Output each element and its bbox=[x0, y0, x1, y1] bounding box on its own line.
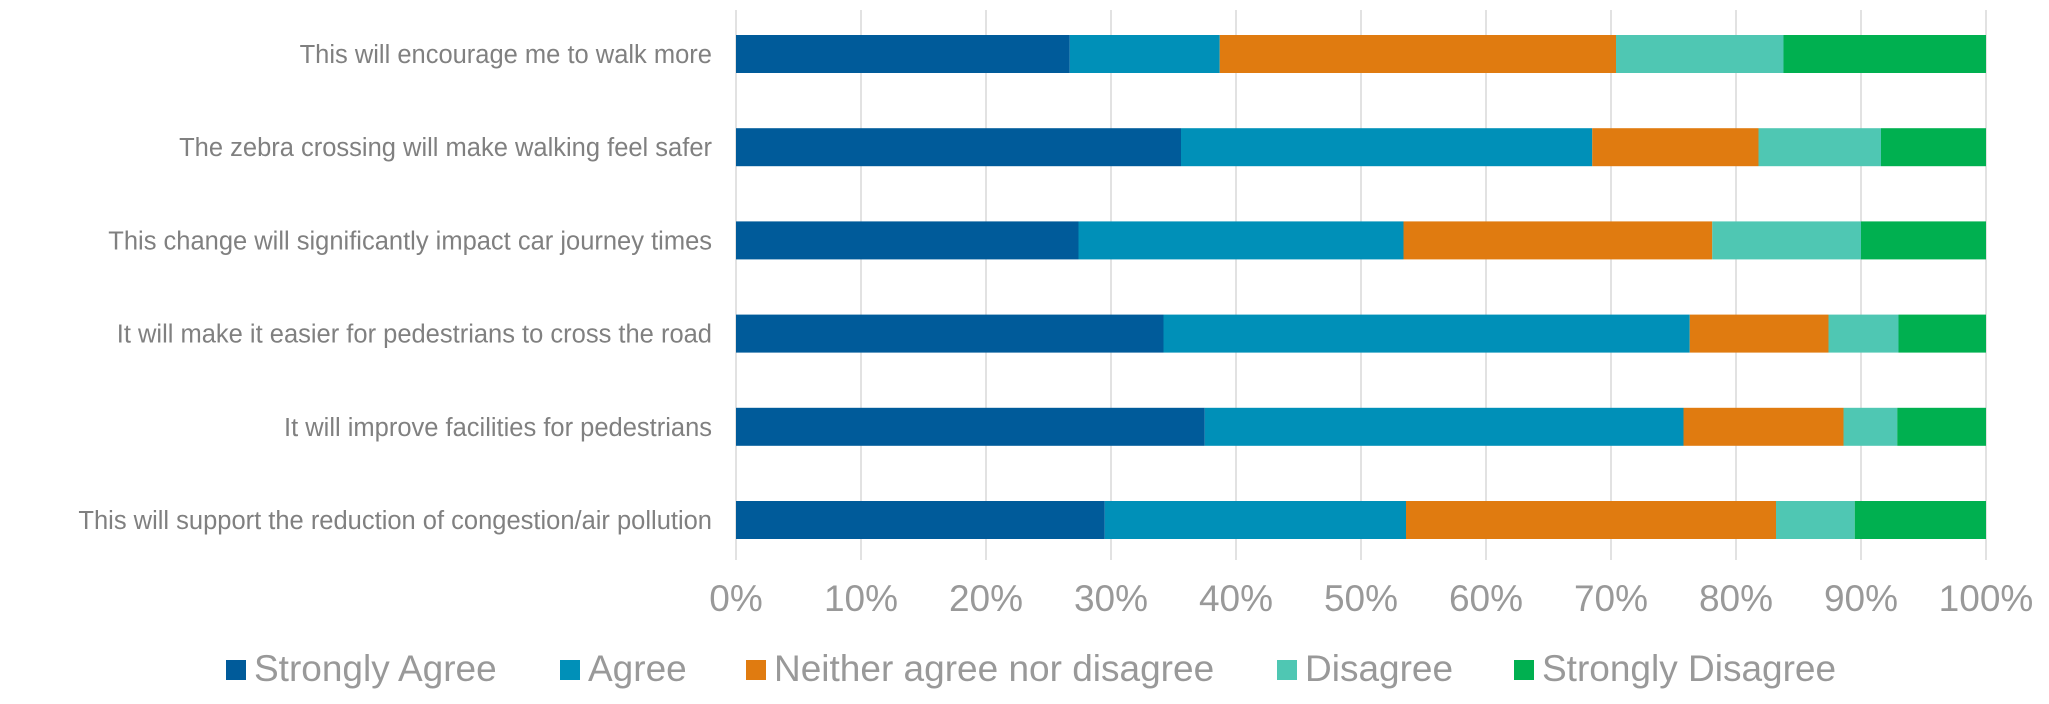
bar-disagree-row-6 bbox=[1776, 501, 1855, 539]
legend-swatch-strongly-disagree bbox=[1514, 660, 1534, 680]
bar-disagree-row-3 bbox=[1712, 221, 1861, 260]
x-axis-tick-labels: 0% 10% 20% 30% 40% 50% 60% 70% 80% 90% 100% bbox=[709, 578, 2033, 619]
bar-strongly-agree-row-3 bbox=[736, 221, 1079, 260]
bar-strongly-disagree-row-5 bbox=[1897, 407, 1986, 446]
legend-item-neither-agree-nor-disagree: Neither agree nor disagree bbox=[746, 648, 1214, 689]
x-tick-label: 30% bbox=[1074, 578, 1148, 619]
bar-neither-agree-nor-disagree-row-3 bbox=[1403, 221, 1713, 260]
x-tick-label: 10% bbox=[824, 578, 898, 619]
x-tick-label: 100% bbox=[1939, 578, 2034, 619]
bar-agree-row-5 bbox=[1204, 407, 1684, 446]
bar-strongly-disagree-row-4 bbox=[1898, 314, 1986, 353]
category-label: It will improve facilities for pedestria… bbox=[284, 414, 712, 442]
bar-strongly-agree-row-6 bbox=[736, 501, 1105, 539]
legend-swatch-neither-agree-nor-disagree bbox=[746, 660, 766, 680]
bar-disagree-row-2 bbox=[1758, 128, 1881, 167]
category-label: It will make it easier for pedestrians t… bbox=[117, 321, 712, 349]
x-tick-label: 80% bbox=[1699, 578, 1773, 619]
legend-swatch-disagree bbox=[1277, 660, 1297, 680]
legend: Strongly Agree Agree Neither agree nor dis… bbox=[226, 648, 1836, 689]
bar-series bbox=[736, 35, 1986, 539]
bar-neither-agree-nor-disagree-row-5 bbox=[1683, 407, 1844, 446]
category-label: The zebra crossing will make walking fee… bbox=[179, 134, 712, 162]
bar-disagree-row-4 bbox=[1828, 314, 1899, 353]
bar-agree-row-1 bbox=[1069, 35, 1220, 73]
category-label: This will support the reduction of conge… bbox=[78, 507, 712, 535]
bar-disagree-row-5 bbox=[1843, 407, 1898, 446]
bar-neither-agree-nor-disagree-row-1 bbox=[1219, 35, 1616, 73]
gridlines bbox=[735, 10, 1987, 560]
category-label: This change will significantly impact ca… bbox=[108, 227, 712, 255]
legend-item-disagree: Disagree bbox=[1277, 648, 1453, 689]
bar-strongly-disagree-row-1 bbox=[1783, 35, 1986, 73]
x-tick-label: 40% bbox=[1199, 578, 1273, 619]
bar-agree-row-4 bbox=[1163, 314, 1690, 353]
legend-label-disagree: Disagree bbox=[1305, 648, 1453, 689]
bar-agree-row-6 bbox=[1104, 501, 1406, 539]
legend-swatch-agree bbox=[560, 660, 580, 680]
legend-label-agree: Agree bbox=[588, 648, 687, 689]
legend-swatch-strongly-agree bbox=[226, 660, 246, 680]
bar-strongly-agree-row-5 bbox=[736, 407, 1205, 446]
bar-neither-agree-nor-disagree-row-4 bbox=[1689, 314, 1829, 353]
legend-label-strongly-agree: Strongly Agree bbox=[254, 648, 497, 689]
bar-neither-agree-nor-disagree-row-2 bbox=[1592, 128, 1759, 167]
bar-strongly-disagree-row-3 bbox=[1861, 221, 1986, 260]
x-tick-label: 0% bbox=[709, 578, 762, 619]
category-labels: This will encourage me to walk more The z… bbox=[78, 41, 712, 535]
bar-disagree-row-1 bbox=[1616, 35, 1784, 73]
legend-item-strongly-agree: Strongly Agree bbox=[226, 648, 497, 689]
bar-agree-row-3 bbox=[1078, 221, 1404, 260]
x-tick-label: 50% bbox=[1324, 578, 1398, 619]
legend-label-neither-agree-nor-disagree: Neither agree nor disagree bbox=[774, 648, 1214, 689]
x-tick-label: 70% bbox=[1574, 578, 1648, 619]
bar-strongly-agree-row-4 bbox=[736, 314, 1164, 353]
bar-strongly-disagree-row-6 bbox=[1854, 501, 1986, 539]
legend-item-strongly-disagree: Strongly Disagree bbox=[1514, 648, 1836, 689]
legend-item-agree: Agree bbox=[560, 648, 687, 689]
bar-strongly-agree-row-2 bbox=[736, 128, 1181, 167]
bar-strongly-agree-row-1 bbox=[736, 35, 1070, 73]
x-tick-label: 90% bbox=[1824, 578, 1898, 619]
bar-neither-agree-nor-disagree-row-6 bbox=[1406, 501, 1776, 539]
bar-strongly-disagree-row-2 bbox=[1881, 128, 1986, 167]
x-tick-label: 60% bbox=[1449, 578, 1523, 619]
category-label: This will encourage me to walk more bbox=[300, 41, 712, 69]
bar-agree-row-2 bbox=[1181, 128, 1593, 167]
legend-label-strongly-disagree: Strongly Disagree bbox=[1542, 648, 1836, 689]
x-tick-label: 20% bbox=[949, 578, 1023, 619]
